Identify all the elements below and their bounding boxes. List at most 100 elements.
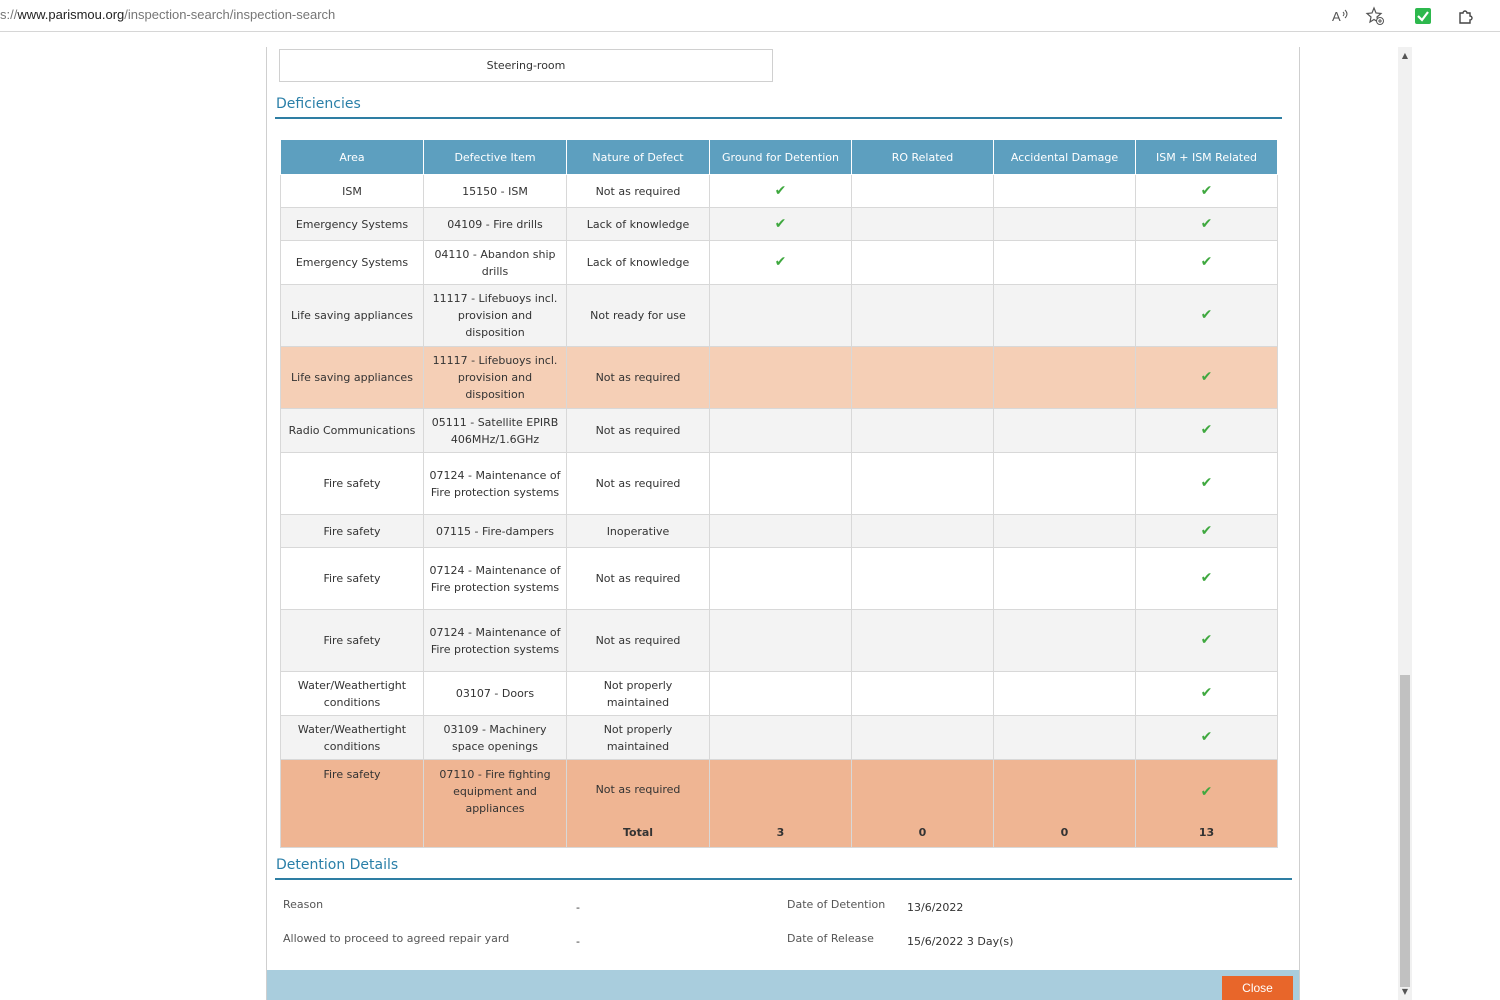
detention-cell <box>709 346 852 409</box>
check-icon: ✔ <box>1200 369 1213 385</box>
check-icon: ✔ <box>1200 182 1213 199</box>
defective-item-cell: 03109 - Machinery space openings <box>423 715 567 760</box>
table-row: Water/Weathertight conditions 03109 - Mac… <box>280 715 1278 760</box>
ism-cell: ✔ 13 <box>1135 759 1278 848</box>
read-aloud-icon[interactable]: A <box>1328 4 1352 28</box>
inspection-detail-modal: Steering-room Deficiencies Area Defective… <box>266 47 1300 1000</box>
nature-of-defect-cell: Lack of knowledge <box>566 207 710 241</box>
browser-toolbar: s://www.parismou.org/inspection-search/i… <box>0 0 1500 32</box>
defective-item-cell: 04110 - Abandon ship drills <box>423 240 567 285</box>
date-of-release-value: 15/6/2022 3 Day(s) <box>907 935 1014 948</box>
ism-cell: ✔ <box>1135 240 1278 285</box>
accidental-cell <box>993 346 1136 409</box>
ro-cell <box>851 609 994 672</box>
nature-of-defect-cell: Not as required <box>566 452 710 515</box>
column-header: Defective Item <box>423 139 567 175</box>
area-cell: ISM <box>280 174 424 208</box>
area-cell: Life saving appliances <box>280 346 424 409</box>
nature-of-defect-cell: Not as required <box>566 609 710 672</box>
defective-item-cell: 07124 - Maintenance of Fire protection s… <box>423 609 567 672</box>
table-body: ISM 15150 - ISM Not as required ✔ ✔ Emergency… <box>280 174 1278 848</box>
detention-cell <box>709 514 852 548</box>
area-cell: Fire safety <box>280 609 424 672</box>
detention-cell: ✔ <box>709 240 852 285</box>
steering-room-cell: Steering-room <box>279 49 773 82</box>
check-icon: ✔ <box>1200 307 1213 323</box>
detention-cell <box>709 715 852 760</box>
check-icon: ✔ <box>1200 422 1213 438</box>
table-row: ISM 15150 - ISM Not as required ✔ ✔ <box>280 174 1278 208</box>
area-cell: Water/Weathertight conditions <box>280 671 424 716</box>
check-icon: ✔ <box>774 215 787 232</box>
extension-check-icon[interactable] <box>1411 4 1435 28</box>
accidental-cell <box>993 715 1136 760</box>
reason-label: Reason <box>283 898 324 911</box>
scroll-up-arrow-icon[interactable]: ▲ <box>1401 51 1409 60</box>
ism-cell: ✔ <box>1135 284 1278 347</box>
close-button[interactable]: Close <box>1222 976 1293 1000</box>
scroll-thumb[interactable] <box>1400 675 1410 987</box>
ro-cell <box>851 207 994 241</box>
defective-item-cell: 04109 - Fire drills <box>423 207 567 241</box>
check-icon: ✔ <box>1200 254 1213 270</box>
column-header: Area <box>280 139 424 175</box>
table-row: Fire safety 07115 - Fire-dampers Inoperati… <box>280 514 1278 548</box>
nature-of-defect-text: Not as required <box>595 782 681 796</box>
column-header: RO Related <box>851 139 994 175</box>
table-row: Fire safety 07110 - Fire fighting equipme… <box>280 759 1278 848</box>
column-header: Ground for Detention <box>709 139 852 175</box>
nature-of-defect-cell: Not properly maintained <box>566 715 710 760</box>
ism-cell: ✔ <box>1135 452 1278 515</box>
detention-cell <box>709 609 852 672</box>
table-row: Water/Weathertight conditions 03107 - Doo… <box>280 671 1278 716</box>
area-cell: Emergency Systems <box>280 207 424 241</box>
scroll-down-arrow-icon[interactable]: ▼ <box>1401 987 1409 996</box>
check-icon: ✔ <box>1200 522 1213 539</box>
ro-cell <box>851 671 994 716</box>
date-of-detention-value: 13/6/2022 <box>907 901 964 914</box>
url-host: www.parismou.org <box>17 7 125 22</box>
ism-cell: ✔ <box>1135 514 1278 548</box>
ro-cell <box>851 547 994 610</box>
column-header: Nature of Defect <box>566 139 710 175</box>
extensions-icon[interactable] <box>1453 4 1477 28</box>
address-bar[interactable]: s://www.parismou.org/inspection-search/i… <box>0 7 335 22</box>
url-prefix: s:// <box>0 7 18 22</box>
defective-item-cell: 07124 - Maintenance of Fire protection s… <box>423 452 567 515</box>
detention-cell <box>709 452 852 515</box>
table-row: Radio Communications 05111 - Satellite EP… <box>280 408 1278 453</box>
nature-of-defect-cell: Inoperative <box>566 514 710 548</box>
repair-yard-value: - <box>576 935 580 948</box>
area-cell: Fire safety <box>280 514 424 548</box>
detention-details-title: Detention Details <box>276 857 399 873</box>
ism-cell: ✔ <box>1135 408 1278 453</box>
total-ism: 13 <box>1198 826 1215 839</box>
favorite-add-icon[interactable] <box>1363 4 1387 28</box>
defective-item-cell: 05111 - Satellite EPIRB 406MHz/1.6GHz <box>423 408 567 453</box>
url-path: /inspection-search/inspection-search <box>124 7 336 22</box>
ism-cell: ✔ <box>1135 671 1278 716</box>
detention-details-rule <box>275 878 1292 880</box>
detention-cell <box>709 408 852 453</box>
defective-item-cell: 11117 - Lifebuoys incl. provision and di… <box>423 346 567 409</box>
check-icon: ✔ <box>774 254 787 270</box>
area-cell: Water/Weathertight conditions <box>280 715 424 760</box>
ism-cell: ✔ <box>1135 609 1278 672</box>
detention-cell <box>709 284 852 347</box>
nature-of-defect-cell: Not ready for use <box>566 284 710 347</box>
ro-cell <box>851 346 994 409</box>
repair-yard-label: Allowed to proceed to agreed repair yard <box>283 932 510 945</box>
total-ro: 0 <box>918 826 927 839</box>
detention-cell: ✔ <box>709 207 852 241</box>
table-row: Fire safety 07124 - Maintenance of Fire p… <box>280 609 1278 672</box>
area-cell: Fire safety <box>280 759 424 848</box>
date-of-detention-label: Date of Detention <box>787 898 886 911</box>
table-row: Emergency Systems 04110 - Abandon ship dr… <box>280 240 1278 285</box>
table-row: Life saving appliances 11117 - Lifebuoys … <box>280 284 1278 347</box>
page-scrollbar[interactable]: ▲ ▼ <box>1398 47 1412 1000</box>
column-header: Accidental Damage <box>993 139 1136 175</box>
accidental-cell <box>993 452 1136 515</box>
accidental-cell <box>993 240 1136 285</box>
reason-value: - <box>576 901 580 914</box>
check-icon: ✔ <box>1200 475 1213 491</box>
